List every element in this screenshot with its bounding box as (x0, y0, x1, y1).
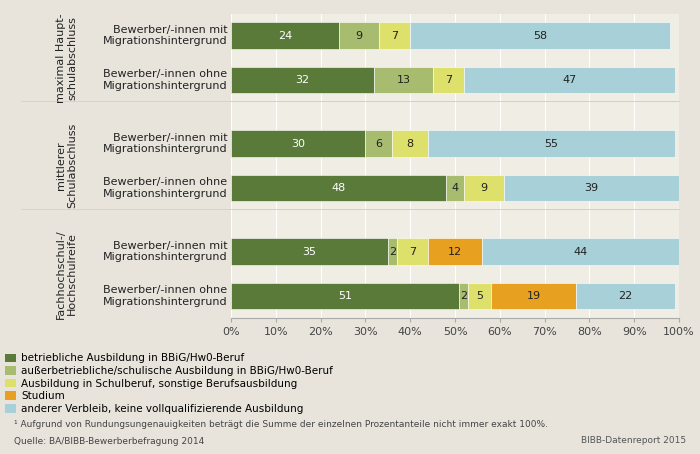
Text: Bewerber/-innen ohne
Migrationshintergrund: Bewerber/-innen ohne Migrationshintergru… (103, 69, 228, 90)
Text: 9: 9 (355, 31, 362, 41)
Bar (491, 282, 576, 309)
Bar (231, 67, 374, 93)
Bar (379, 22, 410, 49)
Text: Quelle: BA/BIBB-Bewerberbefragung 2014: Quelle: BA/BIBB-Bewerberbefragung 2014 (14, 437, 204, 446)
Bar (388, 238, 397, 265)
Text: Bewerber/-innen mit
Migrationshintergrund: Bewerber/-innen mit Migrationshintergrun… (103, 25, 228, 46)
Bar (433, 67, 464, 93)
Text: BIBB-Datenreport 2015: BIBB-Datenreport 2015 (581, 436, 686, 445)
Bar (504, 174, 679, 201)
Bar (231, 174, 446, 201)
Text: 39: 39 (584, 183, 598, 193)
Text: 4: 4 (452, 183, 458, 193)
Text: Bewerber/-innen ohne
Migrationshintergrund: Bewerber/-innen ohne Migrationshintergru… (103, 177, 228, 198)
Text: 7: 7 (409, 247, 416, 257)
Text: 19: 19 (526, 291, 540, 301)
Text: Bewerber/-innen mit
Migrationshintergrund: Bewerber/-innen mit Migrationshintergrun… (103, 133, 228, 154)
Text: 58: 58 (533, 31, 547, 41)
Text: 35: 35 (302, 247, 316, 257)
Text: 6: 6 (375, 138, 382, 148)
Bar (231, 22, 339, 49)
Text: 13: 13 (396, 75, 410, 85)
Text: 32: 32 (295, 75, 309, 85)
Text: 2: 2 (461, 291, 468, 301)
Bar (397, 238, 428, 265)
Text: 22: 22 (618, 291, 632, 301)
Text: ¹ Aufgrund von Rundungsungenauigkeiten beträgt die Summe der einzelnen Prozentan: ¹ Aufgrund von Rundungsungenauigkeiten b… (14, 420, 548, 429)
Bar (482, 238, 679, 265)
Text: 7: 7 (391, 31, 398, 41)
Bar (464, 67, 675, 93)
Bar (459, 282, 468, 309)
Text: 51: 51 (338, 291, 352, 301)
Bar (410, 22, 670, 49)
Text: 55: 55 (545, 138, 559, 148)
Bar (365, 130, 392, 157)
Bar (231, 130, 365, 157)
Bar (374, 67, 433, 93)
Bar (576, 282, 675, 309)
Text: Fachhochschul-/
Hochschulreife: Fachhochschul-/ Hochschulreife (56, 229, 77, 319)
Bar (428, 130, 675, 157)
Text: maximal Haupt-
schulabschluss: maximal Haupt- schulabschluss (56, 13, 77, 103)
Text: mittlerer
Schulabschluss: mittlerer Schulabschluss (56, 123, 77, 208)
Legend: betriebliche Ausbildung in BBiG/Hw0-Beruf, außerbetriebliche/schulische Ausbildu: betriebliche Ausbildung in BBiG/Hw0-Beru… (6, 353, 333, 414)
Text: 2: 2 (389, 247, 396, 257)
Text: 47: 47 (562, 75, 576, 85)
Text: 24: 24 (278, 31, 292, 41)
Bar (392, 130, 428, 157)
Text: 8: 8 (407, 138, 414, 148)
Text: Bewerber/-innen ohne
Migrationshintergrund: Bewerber/-innen ohne Migrationshintergru… (103, 285, 228, 306)
Text: 7: 7 (444, 75, 452, 85)
Text: 44: 44 (573, 247, 587, 257)
Bar (446, 174, 464, 201)
Text: 9: 9 (481, 183, 488, 193)
Text: 30: 30 (291, 138, 305, 148)
Bar (231, 282, 459, 309)
Bar (468, 282, 491, 309)
Text: 48: 48 (331, 183, 346, 193)
Bar (231, 238, 388, 265)
Text: Bewerber/-innen mit
Migrationshintergrund: Bewerber/-innen mit Migrationshintergrun… (103, 241, 228, 262)
Text: 12: 12 (448, 247, 462, 257)
Bar (339, 22, 379, 49)
Text: 5: 5 (476, 291, 483, 301)
Bar (464, 174, 504, 201)
Bar (428, 238, 482, 265)
